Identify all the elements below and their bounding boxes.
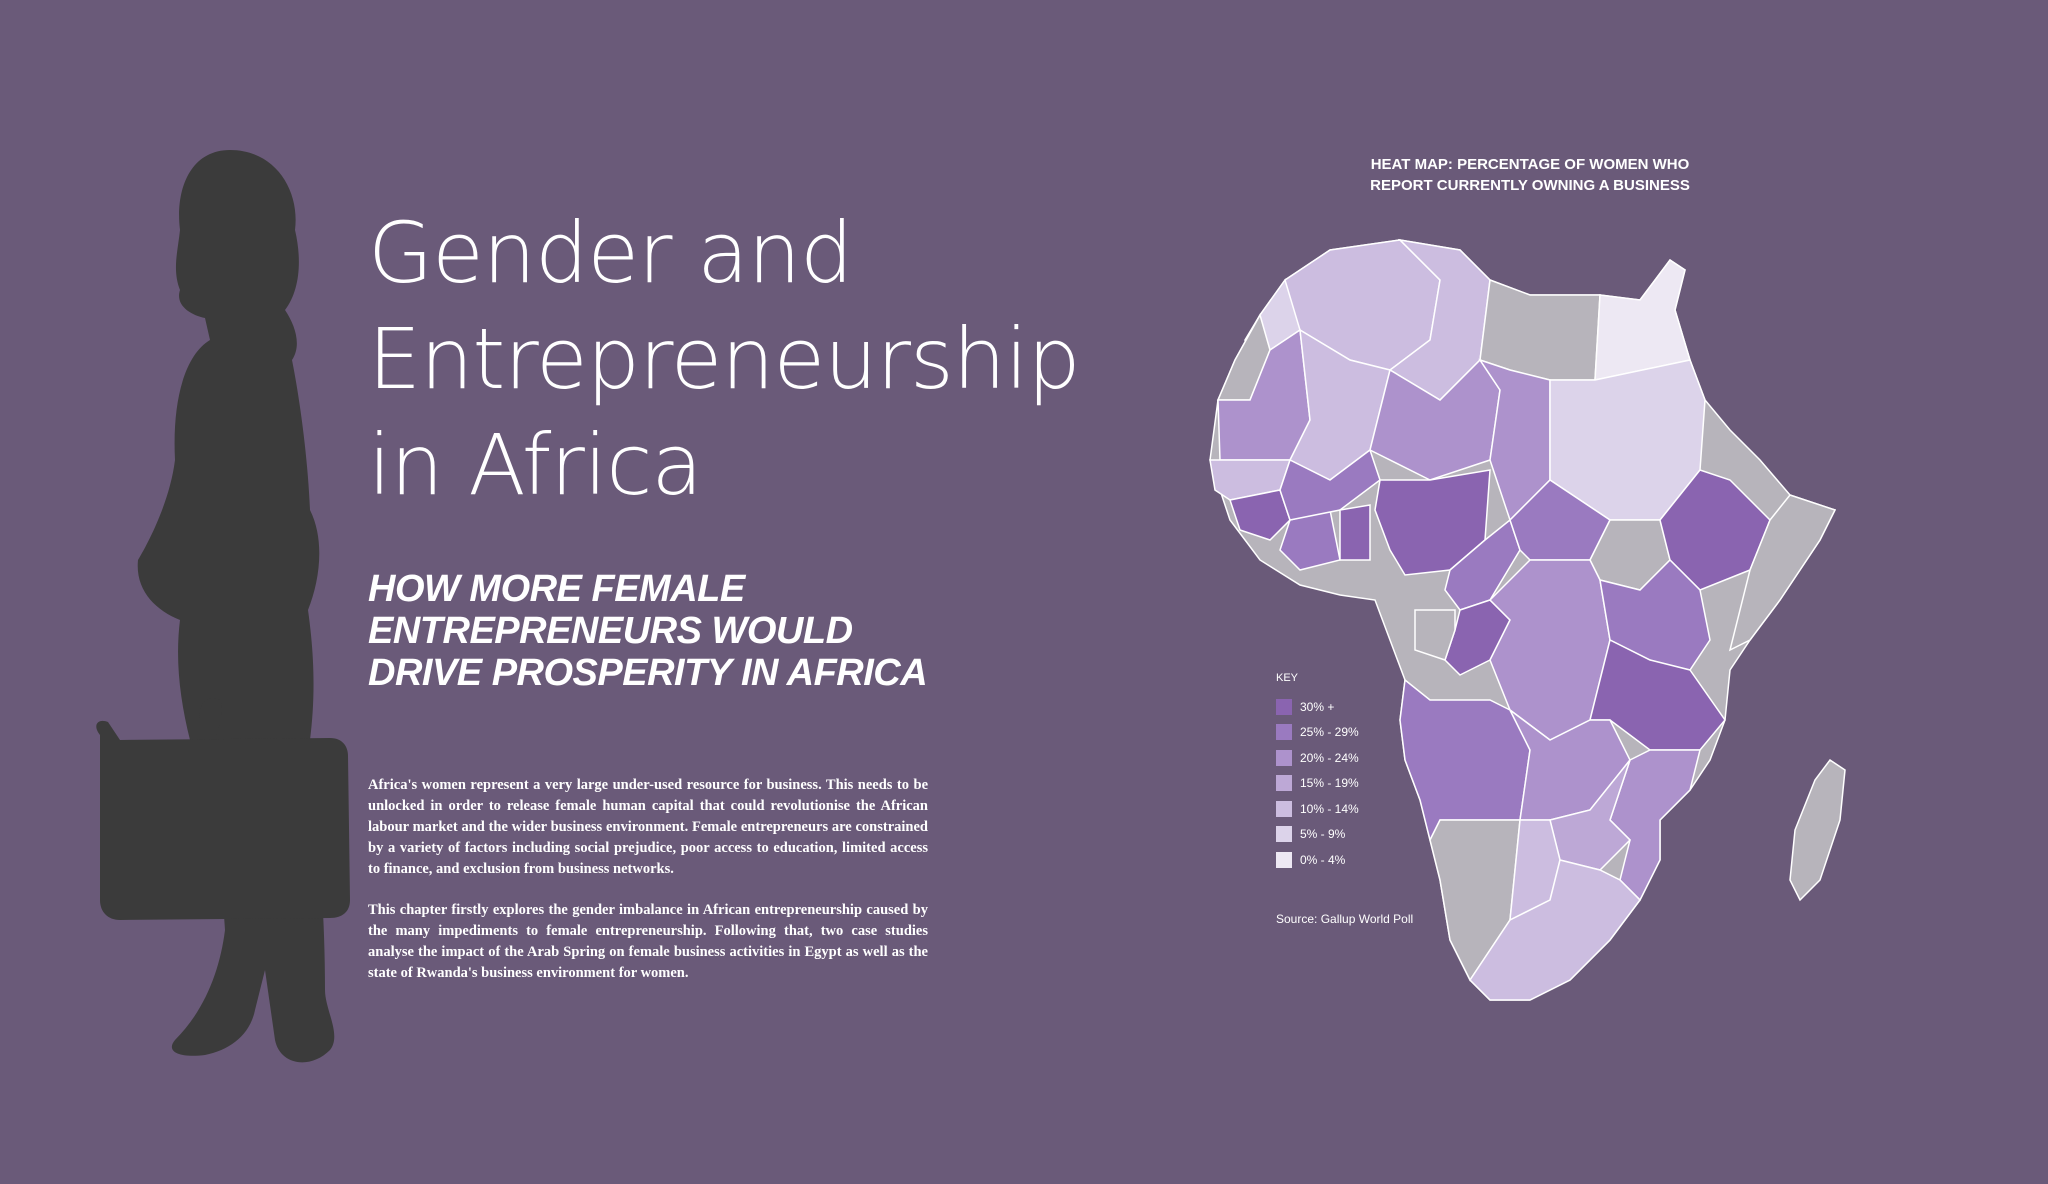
legend-swatch	[1276, 851, 1292, 868]
legend-item: 25% - 29%	[1276, 720, 1359, 746]
map-title-line-1: HEAT MAP: PERCENTAGE OF WOMEN WHO	[1370, 156, 1690, 173]
title-line-3: in Africa	[368, 416, 703, 514]
legend-item: 0% - 4%	[1276, 847, 1359, 873]
legend-label: 25% - 29%	[1300, 725, 1359, 740]
title-line-2: Entrepreneurship	[368, 310, 1081, 408]
region-madagascar	[1789, 758, 1846, 902]
legend-item: 15% - 19%	[1276, 771, 1359, 797]
legend-swatch	[1276, 800, 1292, 817]
legend-label: 10% - 14%	[1300, 801, 1359, 816]
legend-item: 20% - 24%	[1276, 745, 1359, 771]
region-gabon	[1414, 609, 1456, 661]
businesswoman-silhouette	[96, 150, 350, 1063]
map-legend: KEY 30% + 25% - 29% 20% - 24% 15% - 19% …	[1276, 672, 1359, 873]
region-south-africa	[1469, 859, 1641, 1001]
legend-swatch	[1276, 724, 1292, 741]
legend-swatch	[1276, 826, 1292, 843]
legend-item: 30% +	[1276, 694, 1359, 720]
region-egypt	[1594, 258, 1691, 381]
title-line-1: Gender and	[368, 204, 853, 302]
legend-item: 5% - 9%	[1276, 822, 1359, 848]
legend-label: 5% - 9%	[1300, 827, 1346, 842]
subtitle-line-2: ENTREPRENEURS WOULD	[368, 610, 853, 652]
region-ghana	[1339, 504, 1371, 561]
region-libya	[1479, 278, 1601, 381]
region-somalia	[1728, 494, 1837, 652]
map-title: HEAT MAP: PERCENTAGE OF WOMEN WHO REPORT…	[1320, 154, 1740, 196]
map-title-line-2: REPORT CURRENTLY OWNING A BUSINESS	[1370, 177, 1690, 194]
legend-label: 20% - 24%	[1300, 750, 1359, 765]
intro-paragraph-1: Africa's women represent a very large un…	[368, 777, 928, 877]
legend-swatch	[1276, 775, 1292, 792]
legend-label: 0% - 4%	[1300, 852, 1346, 867]
intro-paragraph-2: This chapter firstly explores the gender…	[368, 902, 928, 981]
legend-swatch	[1276, 749, 1292, 766]
africa-heat-map	[1209, 238, 1846, 1001]
page-title: Gender and Entrepreneurship in Africa	[368, 200, 1081, 518]
subtitle-line-3: DRIVE PROSPERITY IN AFRICA	[368, 652, 928, 694]
region-guinea	[1229, 489, 1291, 541]
legend-swatch	[1276, 698, 1292, 715]
legend-label: 30% +	[1300, 699, 1335, 714]
page-subtitle: HOW MORE FEMALE ENTREPRENEURS WOULD DRIV…	[368, 568, 968, 694]
region-cameroon	[1444, 518, 1521, 611]
legend-item: 10% - 14%	[1276, 796, 1359, 822]
legend-title: KEY	[1276, 672, 1299, 684]
intro-text: Africa's women represent a very large un…	[368, 775, 928, 1004]
legend-label: 15% - 19%	[1300, 776, 1359, 791]
subtitle-line-1: HOW MORE FEMALE	[368, 568, 745, 610]
map-source: Source: Gallup World Poll	[1276, 912, 1414, 926]
region-burkina	[1279, 448, 1381, 521]
